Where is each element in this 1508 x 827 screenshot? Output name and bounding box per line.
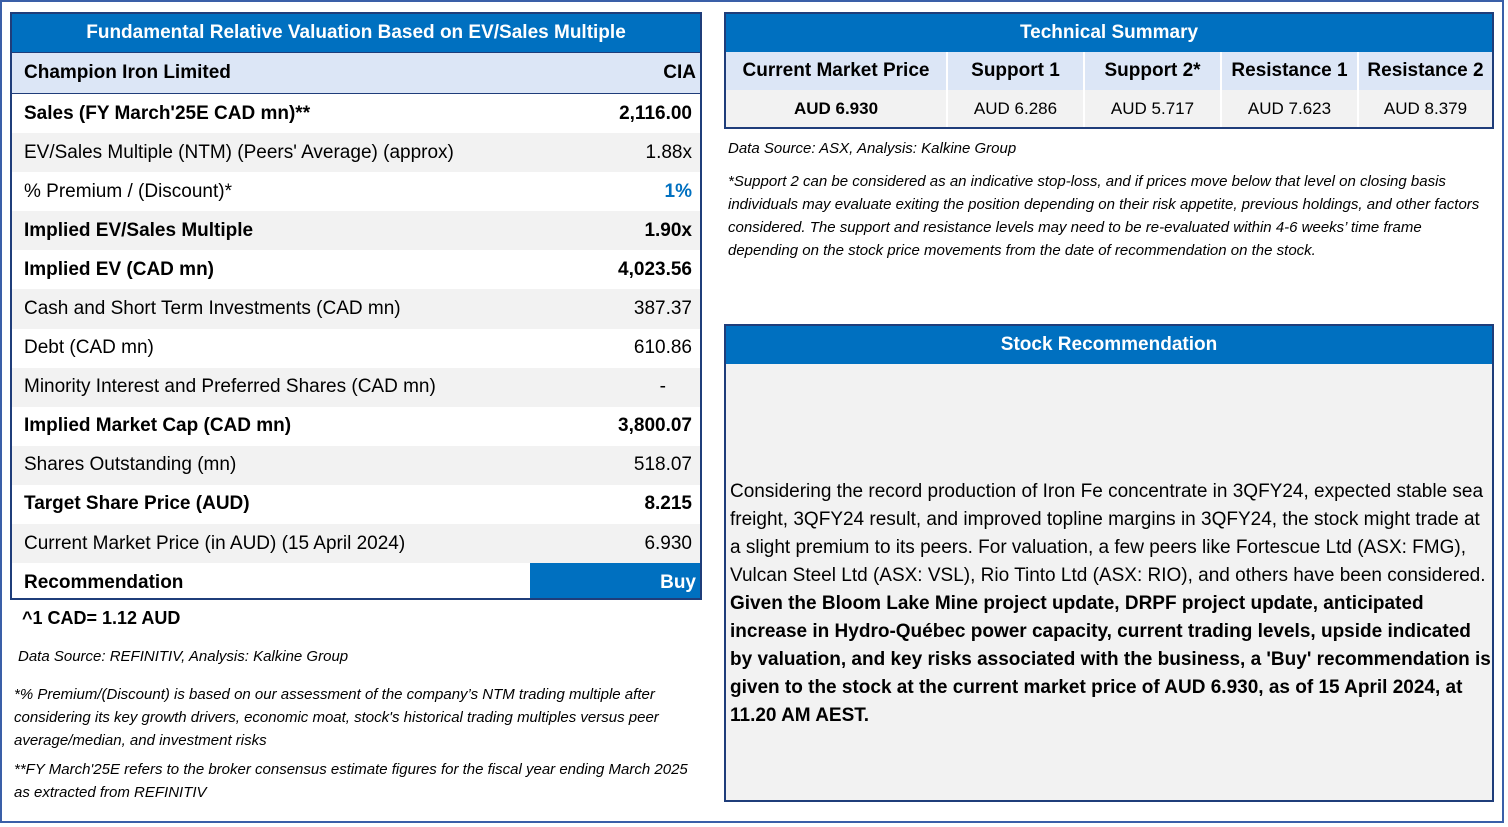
row-value: 3,800.07	[618, 415, 692, 437]
premium-footnote: *% Premium/(Discount) is based on our as…	[14, 686, 659, 749]
table-row: Cash and Short Term Investments (CAD mn)…	[12, 289, 700, 329]
valuation-title: Fundamental Relative Valuation Based on …	[12, 14, 700, 52]
row-value: 2,116.00	[619, 102, 692, 124]
row-value: 610.86	[633, 337, 692, 359]
recommendation-paragraph: Considering the record production of Iro…	[730, 478, 1492, 730]
table-row: Implied EV (CAD mn) 4,023.56	[12, 250, 700, 289]
row-label: Implied EV (CAD mn)	[24, 258, 215, 280]
fx-note: ^1 CAD= 1.12 AUD	[22, 608, 181, 628]
company-name: Champion Iron Limited	[24, 62, 231, 83]
row-label: Minority Interest and Preferred Shares (…	[24, 376, 436, 398]
stock-recommendation-box: Stock Recommendation Considering the rec…	[724, 324, 1494, 802]
value-resistance-1: AUD 7.623	[1222, 90, 1359, 127]
row-label: Shares Outstanding (mn)	[24, 454, 237, 476]
row-label: Current Market Price (in AUD) (15 April …	[24, 532, 406, 554]
row-label: EV/Sales Multiple (NTM) (Peers' Average)…	[24, 141, 454, 163]
row-label: Debt (CAD mn)	[24, 337, 154, 359]
row-value: 4,023.56	[618, 258, 692, 280]
row-value: 1.90x	[644, 219, 692, 241]
valuation-table: Fundamental Relative Valuation Based on …	[10, 12, 702, 600]
recommendation-label: Recommendation	[24, 571, 184, 593]
fy-footnote: **FY March'25E refers to the broker cons…	[14, 761, 688, 801]
value-resistance-2: AUD 8.379	[1359, 90, 1492, 127]
row-label: Implied EV/Sales Multiple	[24, 219, 254, 241]
table-row: Current Market Price (in AUD) (15 April …	[12, 524, 700, 564]
technical-title: Technical Summary	[726, 14, 1492, 52]
company-row: Champion Iron Limited CIA	[12, 52, 700, 94]
value-support-1: AUD 6.286	[948, 90, 1085, 127]
row-label: Implied Market Cap (CAD mn)	[24, 415, 292, 437]
technical-source: Data Source: ASX, Analysis: Kalkine Grou…	[728, 140, 1017, 157]
table-row: Sales (FY March'25E CAD mn)** 2,116.00	[12, 94, 700, 133]
stock-recommendation-title: Stock Recommendation	[726, 326, 1492, 364]
valuation-source: Data Source: REFINITIV, Analysis: Kalkin…	[18, 648, 349, 665]
header-support-2: Support 2*	[1085, 52, 1222, 90]
value-support-2: AUD 5.717	[1085, 90, 1222, 127]
row-value: 8.215	[644, 493, 692, 515]
table-row: Shares Outstanding (mn) 518.07	[12, 445, 700, 485]
table-row: Minority Interest and Preferred Shares (…	[12, 367, 700, 407]
technical-summary-table: Technical Summary Current Market Price S…	[724, 12, 1494, 129]
row-value: 387.37	[633, 298, 692, 320]
table-row: EV/Sales Multiple (NTM) (Peers' Average)…	[12, 133, 700, 173]
recommendation-row: Recommendation Buy	[12, 563, 700, 598]
recommendation-text: Considering the record production of Iro…	[730, 481, 1486, 586]
table-row: Debt (CAD mn) 610.86	[12, 329, 700, 368]
row-value: 518.07	[633, 454, 692, 476]
header-resistance-2: Resistance 2	[1359, 52, 1492, 90]
technical-grid: Current Market Price Support 1 Support 2…	[726, 52, 1492, 127]
header-current-price: Current Market Price	[726, 52, 948, 90]
row-label: % Premium / (Discount)*	[24, 180, 232, 202]
row-value: 1%	[664, 180, 692, 202]
table-row: % Premium / (Discount)* 1%	[12, 172, 700, 211]
header-resistance-1: Resistance 1	[1222, 52, 1359, 90]
value-current-price: AUD 6.930	[726, 90, 948, 127]
table-row: Implied EV/Sales Multiple 1.90x	[12, 211, 700, 251]
row-value: 6.930	[644, 532, 692, 554]
row-value: 1.88x	[645, 141, 692, 163]
support-footnote: *Support 2 can be considered as an indic…	[728, 173, 1480, 259]
header-support-1: Support 1	[948, 52, 1085, 90]
row-label: Cash and Short Term Investments (CAD mn)	[24, 298, 401, 320]
company-ticker: CIA	[663, 62, 696, 83]
table-row: Implied Market Cap (CAD mn) 3,800.07	[12, 407, 700, 446]
recommendation-value: Buy	[530, 563, 700, 598]
row-label: Target Share Price (AUD)	[24, 493, 250, 515]
row-value: -	[659, 376, 666, 398]
row-label: Sales (FY March'25E CAD mn)**	[24, 102, 311, 124]
recommendation-text-bold: Given the Bloom Lake Mine project update…	[730, 593, 1491, 726]
table-row: Target Share Price (AUD) 8.215	[12, 485, 700, 524]
